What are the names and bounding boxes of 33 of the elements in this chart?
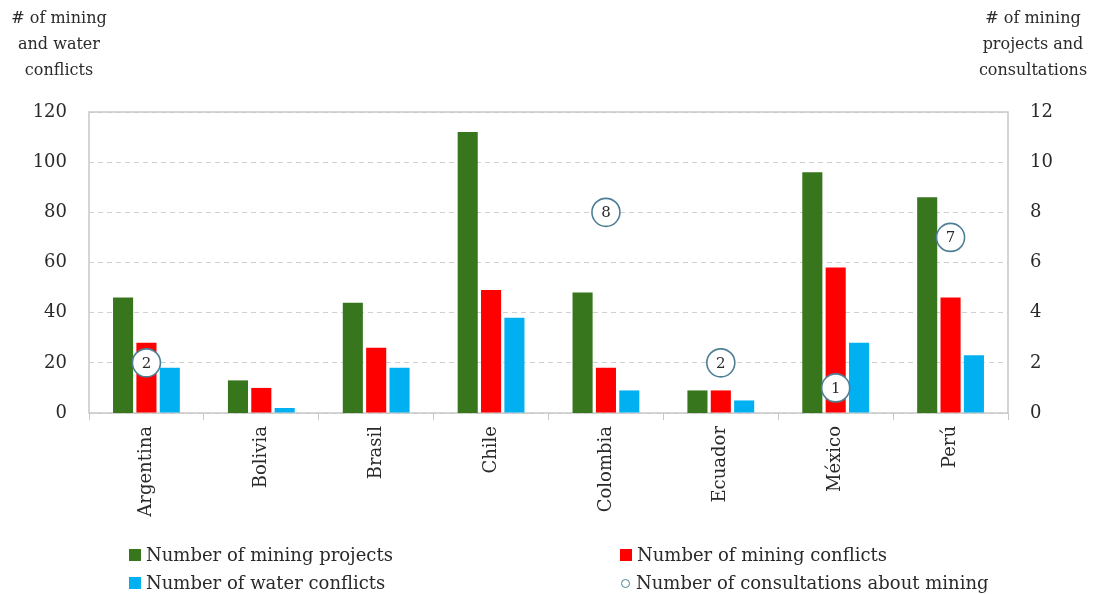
- y-tick-label: 0: [55, 400, 67, 422]
- x-tick-label: Chile: [478, 426, 500, 474]
- legend-label: Number of mining projects: [146, 544, 393, 566]
- y-tick-label: 80: [44, 200, 67, 222]
- y2-tick-label: 4: [1030, 300, 1042, 322]
- y2-tick-label: 12: [1030, 99, 1053, 121]
- legend-label: Number of consultations about mining: [636, 572, 989, 594]
- x-tick-label: Ecuador: [708, 425, 730, 503]
- x-tick-label: Argentina: [134, 425, 156, 518]
- y2-tick-label: 2: [1030, 350, 1042, 372]
- y-axis-title: # of mining and water conflicts: [10, 7, 108, 81]
- y-tick-label: 20: [44, 350, 67, 372]
- legend-label: Number of mining conflicts: [637, 544, 887, 566]
- y-tick-label: 60: [44, 250, 67, 272]
- y2-tick-label: 8: [1030, 200, 1042, 222]
- data-label: 8: [601, 203, 611, 222]
- y-tick-label: 120: [32, 99, 67, 121]
- x-tick-label: México: [823, 426, 845, 492]
- data-label: 2: [716, 353, 726, 372]
- y2-tick-label: 6: [1030, 250, 1042, 272]
- data-label: 1: [830, 378, 841, 397]
- y-tick-label: 100: [32, 149, 67, 171]
- x-tick-label: Brasil: [363, 425, 385, 480]
- y2-tick-label: 10: [1030, 149, 1053, 171]
- legend-label: Number of water conflicts: [146, 572, 386, 594]
- x-tick-label: Bolivia: [248, 425, 270, 489]
- x-tick-label: Perú: [938, 426, 960, 469]
- data-label: 7: [945, 228, 956, 247]
- y2-tick-label: 0: [1030, 400, 1042, 422]
- data-label: 2: [141, 353, 152, 372]
- y-tick-label: 40: [44, 300, 67, 322]
- x-tick-label: Colombia: [593, 425, 615, 513]
- y2-axis-title: # of mining projects and consultations: [977, 7, 1089, 81]
